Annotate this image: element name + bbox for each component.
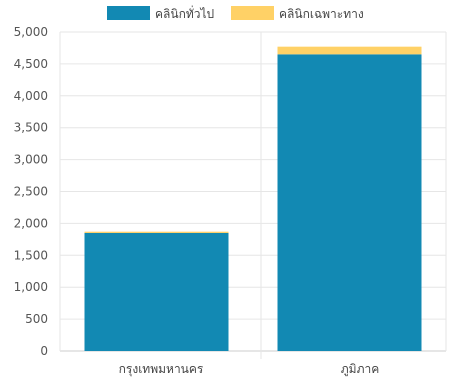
bar-general-clinic-1: [277, 54, 422, 352]
bars: [84, 46, 422, 352]
x-tick-label-region: ภูมิภาค: [341, 362, 380, 377]
y-tick-label: 5,000: [14, 25, 48, 39]
bar-general-clinic-0: [84, 232, 229, 351]
y-tick-label: 1,500: [14, 248, 48, 262]
legend-label-general-clinic: คลินิกทั่วไป: [155, 5, 214, 21]
y-tick-label: 2,000: [14, 216, 48, 230]
bar-specialty-clinic-1: [277, 46, 422, 55]
y-tick-label: 4,000: [14, 89, 48, 103]
y-tick-label: 2,500: [14, 185, 48, 199]
bar-specialty-clinic-0: [84, 231, 229, 233]
y-tick-label: 3,000: [14, 153, 48, 167]
gridlines: [59, 31, 447, 359]
y-tick-label: 0: [40, 344, 48, 358]
x-axis: กรุงเทพมหานคร ภูมิภาค: [119, 362, 380, 377]
x-tick-label-bangkok: กรุงเทพมหานคร: [119, 362, 204, 377]
y-tick-label: 1,000: [14, 280, 48, 294]
y-tick-label: 4,500: [14, 57, 48, 71]
legend-swatch-specialty-clinic: [231, 6, 274, 20]
y-tick-label: 500: [25, 312, 48, 326]
y-axis: 0 500 1,000 1,500 2,000 2,500 3,000 3,500 4,000 4…: [14, 25, 48, 358]
y-tick-label: 3,500: [14, 121, 48, 135]
legend: คลินิกทั่วไป คลินิกเฉพาะทาง: [107, 5, 364, 21]
legend-label-specialty-clinic: คลินิกเฉพาะทาง: [279, 7, 364, 21]
legend-swatch-general-clinic: [107, 6, 150, 20]
